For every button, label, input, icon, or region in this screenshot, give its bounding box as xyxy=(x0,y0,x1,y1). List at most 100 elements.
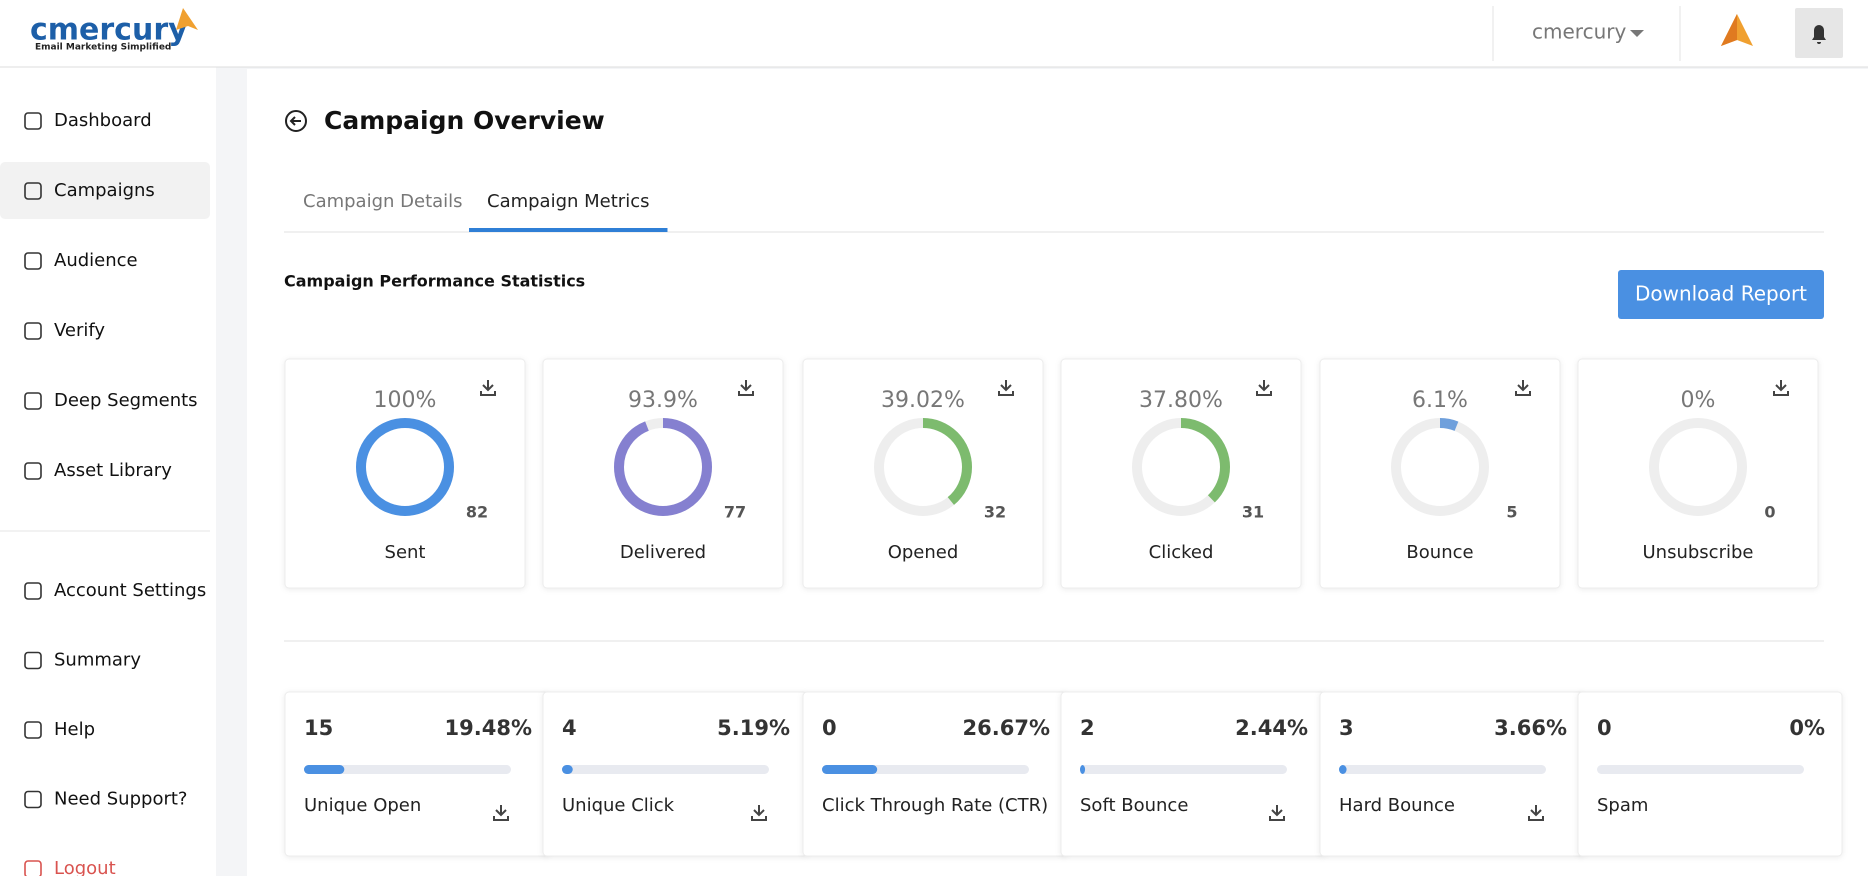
nav-item[interactable]: Summary xyxy=(54,650,141,671)
nav-icon xyxy=(24,112,42,130)
nav-item[interactable]: Account Settings xyxy=(54,580,206,601)
progress-track xyxy=(1339,765,1546,774)
nav-item[interactable]: Campaigns xyxy=(54,180,155,201)
progress-fill xyxy=(1080,765,1086,774)
button-label: Download Report xyxy=(1635,282,1807,306)
download-icon[interactable] xyxy=(1528,805,1544,821)
stat-percent: 0% xyxy=(1681,388,1716,413)
nav-item[interactable]: Verify xyxy=(54,320,105,341)
stat-percent: 37.80% xyxy=(1139,388,1223,413)
stat-label: Clicked xyxy=(1149,542,1214,563)
metric-label: Hard Bounce xyxy=(1339,795,1455,816)
metric-label: Unique Click xyxy=(562,795,675,816)
nav-item[interactable]: Help xyxy=(54,719,95,740)
metric-percent: 3.66% xyxy=(1494,716,1567,740)
caret xyxy=(1630,30,1644,37)
tab[interactable]: Campaign Details xyxy=(303,191,463,212)
nav-icon xyxy=(24,651,42,670)
nav-icon xyxy=(24,322,42,340)
download-icon[interactable] xyxy=(1269,805,1285,821)
download-icon[interactable] xyxy=(493,805,509,821)
metric-label: Soft Bounce xyxy=(1080,795,1188,816)
nav-item[interactable]: Asset Library xyxy=(54,460,172,481)
stat-count: 0 xyxy=(1764,503,1775,522)
metric-percent: 2.44% xyxy=(1235,716,1308,740)
nav-icon xyxy=(24,721,42,739)
stat-count: 5 xyxy=(1506,503,1517,522)
metric-count: 0 xyxy=(1597,716,1612,740)
stat-card xyxy=(802,358,1044,589)
logo-mark xyxy=(176,8,198,30)
stat-card xyxy=(542,358,784,589)
donut-arc xyxy=(874,418,972,516)
progress-track xyxy=(304,765,511,774)
metric-label: Unique Open xyxy=(304,795,421,816)
nav-icon xyxy=(24,252,42,270)
stat-percent: 39.02% xyxy=(881,388,965,413)
nav-item[interactable]: Logout xyxy=(54,858,116,879)
back-button[interactable] xyxy=(285,110,307,132)
page-title: Campaign Overview xyxy=(324,106,605,135)
stat-percent: 93.9% xyxy=(628,388,698,413)
donut-track xyxy=(1649,418,1747,516)
metric-count: 0 xyxy=(822,716,837,740)
metric-percent: 26.67% xyxy=(963,716,1050,740)
download-icon[interactable] xyxy=(751,805,767,821)
nav-item[interactable]: Deep Segments xyxy=(54,390,198,411)
nav-item[interactable]: Dashboard xyxy=(54,110,152,131)
nav-active-bg xyxy=(0,162,210,219)
nav-icon xyxy=(24,182,42,200)
download-icon[interactable] xyxy=(1515,380,1531,396)
download-icon[interactable] xyxy=(480,380,496,396)
metric-count: 2 xyxy=(1080,716,1095,740)
donut-arc xyxy=(356,418,454,516)
metric-label: Click Through Rate (CTR) xyxy=(822,795,1048,816)
donut-arc xyxy=(1391,418,1489,516)
stat-label: Delivered xyxy=(620,542,706,563)
metric-label: Spam xyxy=(1597,795,1648,816)
stat-label: Sent xyxy=(385,542,426,563)
nav-item[interactable]: Need Support? xyxy=(54,789,187,810)
nav-icon xyxy=(24,462,42,480)
nav-item[interactable]: Audience xyxy=(54,250,138,271)
download-report-button[interactable] xyxy=(1618,270,1824,319)
download-icon[interactable] xyxy=(998,380,1014,396)
bell-icon xyxy=(1812,25,1826,44)
stat-count: 32 xyxy=(984,503,1006,522)
metric-percent: 19.48% xyxy=(445,716,532,740)
metric-count: 15 xyxy=(304,716,333,740)
section-title: Campaign Performance Statistics xyxy=(284,272,585,291)
progress-fill xyxy=(1339,765,1347,774)
header xyxy=(0,0,1868,67)
download-icon[interactable] xyxy=(738,380,754,396)
progress-fill xyxy=(304,765,345,774)
nav-icon xyxy=(24,582,42,600)
progress-fill xyxy=(822,765,878,774)
metric-count: 3 xyxy=(1339,716,1354,740)
progress-track xyxy=(1080,765,1287,774)
metric-percent: 5.19% xyxy=(717,716,790,740)
nav-icon xyxy=(24,392,42,410)
stat-card xyxy=(284,358,526,589)
user-menu[interactable]: cmercury xyxy=(1532,20,1626,44)
download-icon[interactable] xyxy=(1256,380,1272,396)
tagline: Email Marketing Simplified xyxy=(35,43,171,53)
stat-label: Bounce xyxy=(1406,542,1473,563)
stat-card xyxy=(1319,358,1561,589)
metric-percent: 0% xyxy=(1789,716,1825,740)
stat-label: Unsubscribe xyxy=(1643,542,1754,563)
brand-icon-shade xyxy=(1721,14,1737,46)
stat-count: 77 xyxy=(724,503,746,522)
stat-percent: 100% xyxy=(374,388,437,413)
progress-fill xyxy=(562,765,573,774)
stat-card xyxy=(1577,358,1819,589)
download-icon[interactable] xyxy=(1773,380,1789,396)
logo[interactable]: cmercury xyxy=(30,13,188,48)
back-arrow xyxy=(289,116,301,126)
stat-percent: 6.1% xyxy=(1412,388,1468,413)
tab[interactable]: Campaign Metrics xyxy=(487,191,649,212)
stat-card xyxy=(1060,358,1302,589)
stat-count: 31 xyxy=(1242,503,1264,522)
progress-track xyxy=(1597,765,1804,774)
